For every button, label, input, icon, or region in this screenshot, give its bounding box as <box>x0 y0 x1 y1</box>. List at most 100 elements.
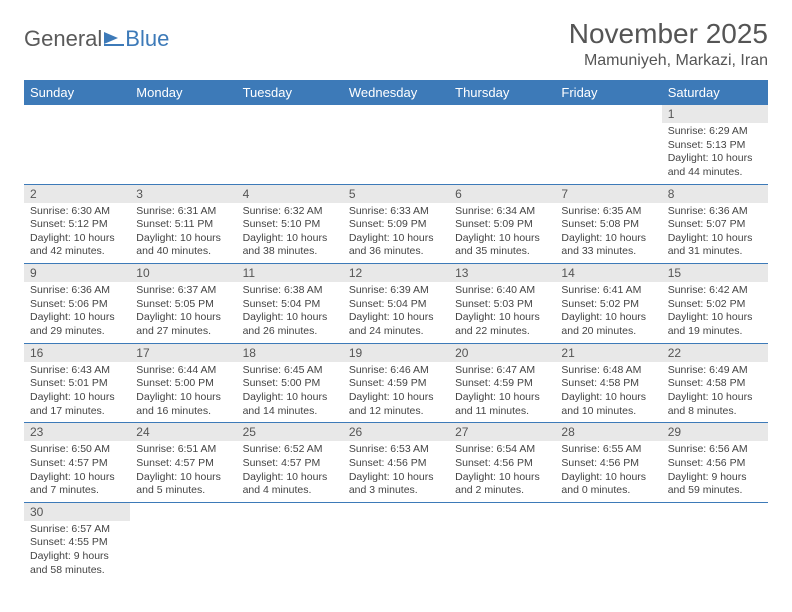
day-details: Sunrise: 6:56 AMSunset: 4:56 PMDaylight:… <box>662 441 768 502</box>
sunrise-line: Sunrise: 6:54 AM <box>455 443 549 457</box>
calendar-cell: 30Sunrise: 6:57 AMSunset: 4:55 PMDayligh… <box>24 502 130 581</box>
day-details: Sunrise: 6:45 AMSunset: 5:00 PMDaylight:… <box>237 362 343 423</box>
sunset-line: Sunset: 5:07 PM <box>668 218 762 232</box>
weekday-header-row: SundayMondayTuesdayWednesdayThursdayFrid… <box>24 80 768 105</box>
calendar-cell: 25Sunrise: 6:52 AMSunset: 4:57 PMDayligh… <box>237 423 343 503</box>
day-number: 7 <box>555 185 661 203</box>
day-number: 30 <box>24 503 130 521</box>
weekday-header: Monday <box>130 80 236 105</box>
calendar-cell: 17Sunrise: 6:44 AMSunset: 5:00 PMDayligh… <box>130 343 236 423</box>
calendar-row: 1Sunrise: 6:29 AMSunset: 5:13 PMDaylight… <box>24 105 768 184</box>
daylight-line: Daylight: 10 hours and 20 minutes. <box>561 311 655 338</box>
calendar-cell: 14Sunrise: 6:41 AMSunset: 5:02 PMDayligh… <box>555 264 661 344</box>
daylight-line: Daylight: 10 hours and 4 minutes. <box>243 471 337 498</box>
calendar-cell: 10Sunrise: 6:37 AMSunset: 5:05 PMDayligh… <box>130 264 236 344</box>
day-details: Sunrise: 6:33 AMSunset: 5:09 PMDaylight:… <box>343 203 449 264</box>
empty-day <box>449 503 555 521</box>
sunset-line: Sunset: 4:57 PM <box>136 457 230 471</box>
sunrise-line: Sunrise: 6:35 AM <box>561 205 655 219</box>
calendar-cell: 11Sunrise: 6:38 AMSunset: 5:04 PMDayligh… <box>237 264 343 344</box>
day-details: Sunrise: 6:36 AMSunset: 5:06 PMDaylight:… <box>24 282 130 343</box>
sunset-line: Sunset: 4:59 PM <box>349 377 443 391</box>
sunset-line: Sunset: 5:11 PM <box>136 218 230 232</box>
calendar-cell: 2Sunrise: 6:30 AMSunset: 5:12 PMDaylight… <box>24 184 130 264</box>
daylight-line: Daylight: 9 hours and 58 minutes. <box>30 550 124 577</box>
daylight-line: Daylight: 10 hours and 8 minutes. <box>668 391 762 418</box>
day-number: 3 <box>130 185 236 203</box>
empty-day <box>24 105 130 123</box>
empty-day <box>237 105 343 123</box>
sunset-line: Sunset: 5:09 PM <box>349 218 443 232</box>
calendar-cell <box>449 105 555 184</box>
calendar-cell: 1Sunrise: 6:29 AMSunset: 5:13 PMDaylight… <box>662 105 768 184</box>
daylight-line: Daylight: 10 hours and 36 minutes. <box>349 232 443 259</box>
day-number: 29 <box>662 423 768 441</box>
empty-day <box>555 503 661 521</box>
calendar-cell: 9Sunrise: 6:36 AMSunset: 5:06 PMDaylight… <box>24 264 130 344</box>
day-details: Sunrise: 6:38 AMSunset: 5:04 PMDaylight:… <box>237 282 343 343</box>
calendar-cell: 26Sunrise: 6:53 AMSunset: 4:56 PMDayligh… <box>343 423 449 503</box>
calendar-cell <box>237 502 343 581</box>
sunset-line: Sunset: 4:56 PM <box>561 457 655 471</box>
calendar-cell: 12Sunrise: 6:39 AMSunset: 5:04 PMDayligh… <box>343 264 449 344</box>
day-number: 24 <box>130 423 236 441</box>
weekday-header: Saturday <box>662 80 768 105</box>
empty-day <box>343 105 449 123</box>
sunrise-line: Sunrise: 6:47 AM <box>455 364 549 378</box>
sunrise-line: Sunrise: 6:30 AM <box>30 205 124 219</box>
day-details: Sunrise: 6:31 AMSunset: 5:11 PMDaylight:… <box>130 203 236 264</box>
sunset-line: Sunset: 4:56 PM <box>349 457 443 471</box>
daylight-line: Daylight: 10 hours and 27 minutes. <box>136 311 230 338</box>
calendar-row: 9Sunrise: 6:36 AMSunset: 5:06 PMDaylight… <box>24 264 768 344</box>
day-details: Sunrise: 6:39 AMSunset: 5:04 PMDaylight:… <box>343 282 449 343</box>
day-number: 25 <box>237 423 343 441</box>
daylight-line: Daylight: 10 hours and 10 minutes. <box>561 391 655 418</box>
empty-day <box>130 105 236 123</box>
sunset-line: Sunset: 4:56 PM <box>455 457 549 471</box>
sunrise-line: Sunrise: 6:37 AM <box>136 284 230 298</box>
day-details: Sunrise: 6:53 AMSunset: 4:56 PMDaylight:… <box>343 441 449 502</box>
day-number: 1 <box>662 105 768 123</box>
day-number: 6 <box>449 185 555 203</box>
day-details: Sunrise: 6:37 AMSunset: 5:05 PMDaylight:… <box>130 282 236 343</box>
day-details: Sunrise: 6:34 AMSunset: 5:09 PMDaylight:… <box>449 203 555 264</box>
calendar-cell: 20Sunrise: 6:47 AMSunset: 4:59 PMDayligh… <box>449 343 555 423</box>
sunset-line: Sunset: 5:09 PM <box>455 218 549 232</box>
calendar-cell <box>130 105 236 184</box>
day-number: 8 <box>662 185 768 203</box>
sunset-line: Sunset: 4:55 PM <box>30 536 124 550</box>
day-number: 28 <box>555 423 661 441</box>
sunset-line: Sunset: 5:13 PM <box>668 139 762 153</box>
sunrise-line: Sunrise: 6:43 AM <box>30 364 124 378</box>
flag-icon <box>104 26 124 52</box>
day-number: 4 <box>237 185 343 203</box>
calendar-cell <box>24 105 130 184</box>
calendar-cell: 28Sunrise: 6:55 AMSunset: 4:56 PMDayligh… <box>555 423 661 503</box>
sunset-line: Sunset: 5:00 PM <box>243 377 337 391</box>
calendar-cell <box>237 105 343 184</box>
sunset-line: Sunset: 4:58 PM <box>668 377 762 391</box>
sunrise-line: Sunrise: 6:45 AM <box>243 364 337 378</box>
sunset-line: Sunset: 5:06 PM <box>30 298 124 312</box>
sunrise-line: Sunrise: 6:49 AM <box>668 364 762 378</box>
day-number: 14 <box>555 264 661 282</box>
sunrise-line: Sunrise: 6:34 AM <box>455 205 549 219</box>
daylight-line: Daylight: 10 hours and 22 minutes. <box>455 311 549 338</box>
weekday-header: Thursday <box>449 80 555 105</box>
sunrise-line: Sunrise: 6:31 AM <box>136 205 230 219</box>
day-number: 19 <box>343 344 449 362</box>
day-details: Sunrise: 6:44 AMSunset: 5:00 PMDaylight:… <box>130 362 236 423</box>
calendar-row: 2Sunrise: 6:30 AMSunset: 5:12 PMDaylight… <box>24 184 768 264</box>
sunset-line: Sunset: 5:02 PM <box>668 298 762 312</box>
calendar-cell: 3Sunrise: 6:31 AMSunset: 5:11 PMDaylight… <box>130 184 236 264</box>
sunset-line: Sunset: 5:03 PM <box>455 298 549 312</box>
calendar-cell: 13Sunrise: 6:40 AMSunset: 5:03 PMDayligh… <box>449 264 555 344</box>
sunset-line: Sunset: 5:10 PM <box>243 218 337 232</box>
sunset-line: Sunset: 4:59 PM <box>455 377 549 391</box>
sunrise-line: Sunrise: 6:29 AM <box>668 125 762 139</box>
page-header: General Blue November 2025 Mamuniyeh, Ma… <box>24 18 768 70</box>
sunset-line: Sunset: 4:57 PM <box>243 457 337 471</box>
weekday-header: Sunday <box>24 80 130 105</box>
day-details: Sunrise: 6:30 AMSunset: 5:12 PMDaylight:… <box>24 203 130 264</box>
daylight-line: Daylight: 10 hours and 24 minutes. <box>349 311 443 338</box>
